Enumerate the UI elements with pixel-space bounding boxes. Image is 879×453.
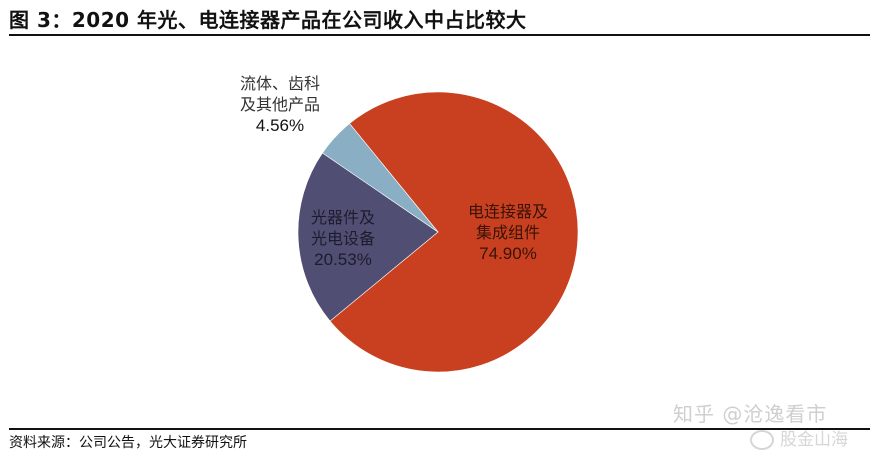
label-optical-line1: 光器件及	[310, 208, 375, 227]
label-optical-pct: 20.53%	[314, 250, 372, 269]
label-other-products: 流体、齿科 及其他产品 4.56%	[218, 73, 342, 136]
label-connector-pct: 74.90%	[479, 244, 537, 263]
weibo-icon	[750, 430, 774, 450]
slice-electrical-connectors	[329, 91, 579, 373]
label-connector-line2: 集成组件	[475, 223, 540, 242]
label-optical-line2: 光电设备	[310, 229, 375, 248]
label-other-line1: 流体、齿科	[239, 74, 320, 93]
label-connector-line1: 电连接器及	[467, 202, 548, 221]
chart-title: 图 3：2020 年光、电连接器产品在公司收入中占比较大	[9, 8, 527, 32]
watermark-weibo: 股金山海	[750, 425, 848, 450]
label-electrical-connectors: 电连接器及 集成组件 74.90%	[450, 201, 566, 264]
watermark-weibo-text: 股金山海	[780, 430, 848, 450]
source-divider	[9, 428, 870, 430]
title-divider	[9, 34, 870, 36]
slice-optical-devices	[297, 152, 439, 322]
watermark-zhihu: 知乎 @沧逸看市	[673, 402, 828, 426]
label-other-line2: 及其他产品	[239, 95, 320, 114]
source-note: 资料来源：公司公告，光大证券研究所	[9, 435, 247, 451]
label-optical-devices: 光器件及 光电设备 20.53%	[297, 207, 389, 270]
slice-other-products	[322, 123, 439, 233]
label-other-pct: 4.56%	[255, 116, 305, 135]
